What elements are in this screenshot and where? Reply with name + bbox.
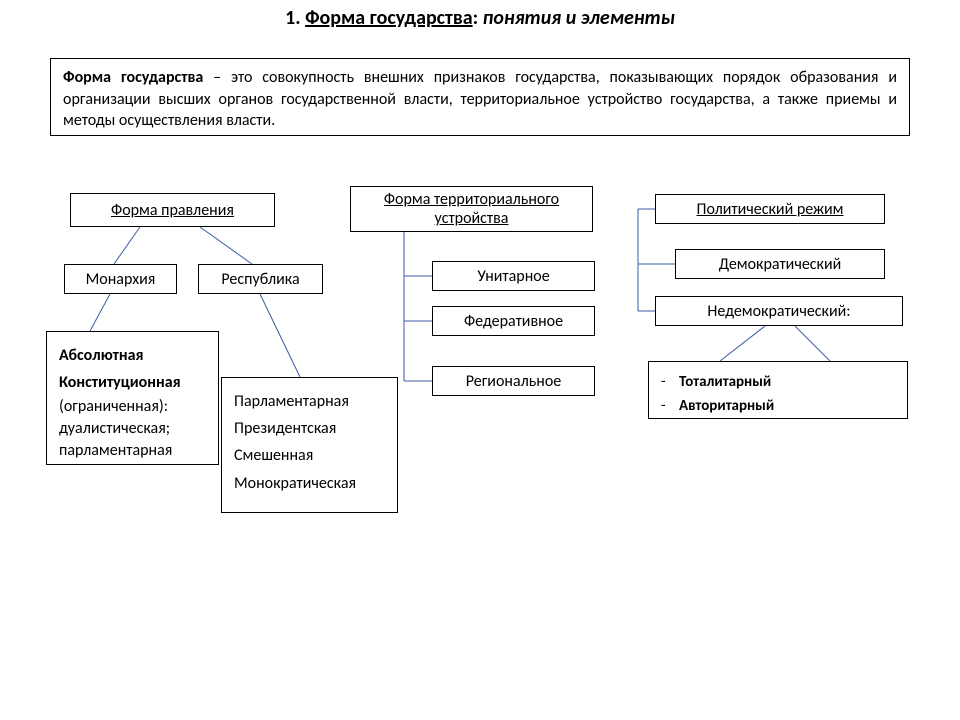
node-regime: Политический режим — [655, 194, 885, 224]
republic-type-item: Парламентарная — [234, 388, 385, 415]
republic-type-item: Президентская — [234, 415, 385, 442]
page-title: 1. Форма государства: понятия и элементы — [0, 6, 960, 30]
republic-type-item: Смешенная — [234, 442, 385, 469]
monarchy-dualistic: дуалистическая; — [59, 419, 170, 438]
monarchy-constitutional: Конституционная — [59, 373, 181, 392]
nondemocratic-types-box: -Тоталитарный-Авторитарный — [648, 361, 908, 419]
monarchy-types-box: Абсолютная Конституционная (ограниченная… — [46, 331, 219, 465]
monarchy-parliamentary: парламентарная — [59, 441, 172, 460]
definition-term: Форма государства — [63, 68, 203, 87]
title-prefix: 1. — [285, 6, 305, 30]
node-nondem: Недемократический: — [655, 296, 903, 326]
nondem-type-item: -Тоталитарный — [661, 370, 895, 394]
monarchy-constitutional-rest: (ограниченная): — [59, 397, 168, 416]
title-part1: Форма государства — [305, 6, 473, 30]
republic-type-item: Монократическая — [234, 470, 385, 497]
node-democratic: Демократический — [675, 249, 885, 279]
republic-types-box: ПарламентарнаяПрезидентскаяСмешеннаяМоно… — [221, 377, 398, 513]
node-territory: Форма территориального устройства — [350, 186, 593, 232]
node-government: Форма правления — [70, 193, 275, 227]
nondem-type-item: -Авторитарный — [661, 394, 895, 418]
node-monarchy: Монархия — [64, 264, 177, 294]
node-federal: Федеративное — [432, 306, 595, 336]
node-regional: Региональное — [432, 366, 595, 396]
node-republic: Республика — [198, 264, 323, 294]
monarchy-absolute: Абсолютная — [59, 346, 144, 365]
diagram-canvas: 1. Форма государства: понятия и элементы… — [0, 0, 960, 720]
title-part2: понятия и элементы — [483, 6, 675, 30]
title-sep: : — [473, 6, 483, 30]
node-unitary: Унитарное — [432, 261, 595, 291]
definition-box: Форма государства – это совокупность вне… — [50, 58, 910, 136]
